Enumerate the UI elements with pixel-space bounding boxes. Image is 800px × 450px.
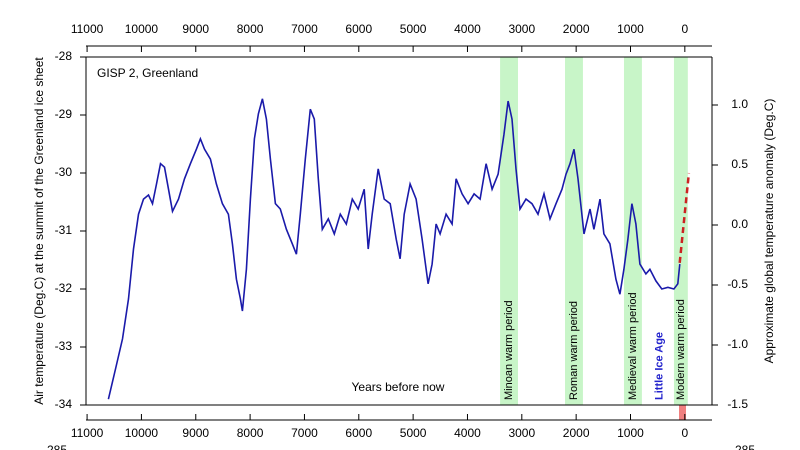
- y-axis-label: Air temperature (Deg.C) at the summit of…: [32, 57, 46, 405]
- x-tick-label: 2000: [563, 22, 590, 36]
- x-tick-label: 3000: [508, 426, 535, 440]
- x-tick-label: 11000: [71, 426, 104, 440]
- y-tick-label: -32: [55, 281, 73, 295]
- y-tick-label: -29: [55, 107, 73, 121]
- x-tick-label: 1000: [617, 22, 644, 36]
- x-tick-label: 9000: [182, 426, 209, 440]
- y-tick-label: -28: [55, 49, 73, 63]
- band-label: Medieval warm period: [627, 292, 639, 400]
- data-line: [107, 98, 681, 400]
- band-label: Minoan warm period: [503, 300, 515, 400]
- cut-label: 285: [47, 443, 67, 450]
- x-tick-label: 10000: [125, 22, 159, 36]
- y-tick-label: -33: [55, 339, 73, 353]
- y-tick-label: -31: [55, 223, 73, 237]
- bands: [500, 57, 688, 405]
- y2-tick-label: 0.5: [731, 157, 748, 171]
- y-tick-label: -34: [55, 397, 73, 411]
- x-tick-label: 0: [681, 22, 688, 36]
- x-tick-label: 9000: [182, 22, 209, 36]
- x-tick-label: 8000: [237, 22, 264, 36]
- y2-axis-label: Approximate global temperature anomaly (…: [762, 99, 776, 364]
- band-label: Roman warm period: [568, 301, 580, 400]
- data-line: [678, 172, 691, 264]
- x-tick-label: 5000: [400, 22, 427, 36]
- warm-band: [565, 57, 583, 405]
- x-tick-label: 0: [681, 426, 688, 440]
- cut-label: 285: [735, 443, 755, 450]
- x-tick-label: 6000: [345, 426, 372, 440]
- modern-marker: [679, 405, 686, 420]
- x-tick-label: 3000: [508, 22, 535, 36]
- x-tick-label: 1000: [617, 426, 644, 440]
- x-tick-label: 2000: [563, 426, 590, 440]
- annotation: GISP 2, Greenland: [97, 66, 198, 80]
- x-tick-label: 7000: [291, 426, 318, 440]
- x-tick-label: 4000: [454, 426, 481, 440]
- warm-band: [673, 57, 688, 405]
- x-tick-label: 11000: [71, 22, 104, 36]
- y2-tick-label: -1.5: [727, 397, 748, 411]
- x-tick-label: 4000: [454, 22, 481, 36]
- y2-tick-label: 0.0: [731, 217, 748, 231]
- period-label: Little Ice Age: [654, 332, 666, 400]
- x-tick-label: 5000: [400, 426, 427, 440]
- y-tick-label: -30: [55, 165, 73, 179]
- y2-tick-label: -1.0: [727, 337, 748, 351]
- x-tick-label: 7000: [291, 22, 318, 36]
- y2-tick-label: 1.0: [731, 97, 748, 111]
- band-label: Modern warm period: [675, 299, 687, 400]
- warm-band: [623, 57, 642, 405]
- y2-tick-label: -0.5: [727, 277, 748, 291]
- x-tick-label: 10000: [125, 426, 159, 440]
- x-tick-label: 6000: [345, 22, 372, 36]
- x-tick-label: 8000: [237, 426, 264, 440]
- x-axis-label: Years before now: [352, 380, 445, 394]
